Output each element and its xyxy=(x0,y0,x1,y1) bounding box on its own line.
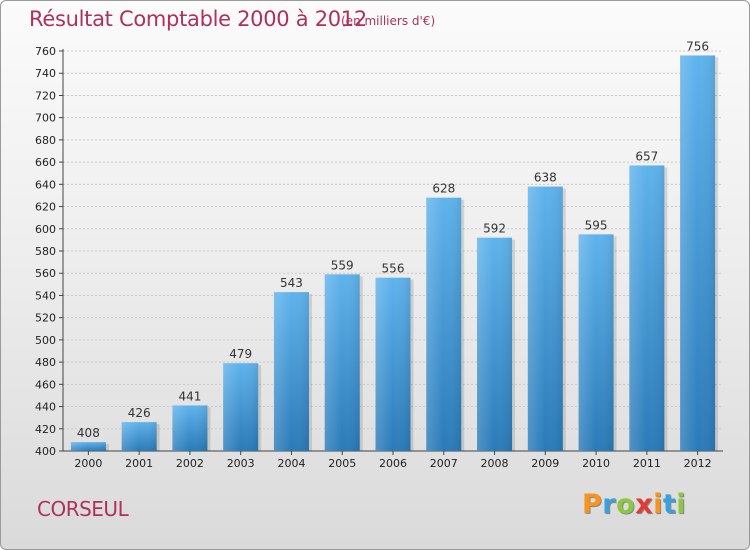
axis-layer: 400 420 440 460 480 500 520 540 560 580 600 620 640 6… xyxy=(35,45,723,470)
x-tick-label: 2005 xyxy=(328,457,356,470)
y-tick-label: 680 xyxy=(35,134,56,147)
bar-shine xyxy=(172,405,208,451)
logo-letter-2: o xyxy=(616,489,636,520)
logo-letter-3: x xyxy=(635,489,654,520)
bar-layer xyxy=(70,55,719,452)
logo-letter-1: r xyxy=(602,489,617,520)
bar-shine xyxy=(680,55,716,451)
x-tick-label: 2011 xyxy=(633,457,661,470)
x-tick-label: 2009 xyxy=(531,457,559,470)
value-label: 638 xyxy=(534,171,557,185)
value-label: 479 xyxy=(229,347,252,361)
x-tick-label: 2007 xyxy=(430,457,458,470)
bar-shine xyxy=(477,237,513,451)
y-tick-label: 480 xyxy=(35,356,56,369)
y-tick-label: 700 xyxy=(35,112,56,125)
city-name: CORSEUL xyxy=(37,497,129,521)
value-label: 595 xyxy=(585,218,608,232)
y-tick-label: 760 xyxy=(35,45,56,58)
logo-letter-5: t xyxy=(662,489,677,520)
value-label: 426 xyxy=(128,406,151,420)
x-tick-label: 2003 xyxy=(227,457,255,470)
value-label: 441 xyxy=(178,389,201,403)
y-tick-label: 600 xyxy=(35,223,56,236)
x-tick-label: 2002 xyxy=(176,457,204,470)
label-layer: 408 426 441 479 543 559 556 628 592 638 595 657 756 xyxy=(77,39,709,440)
y-tick-label: 660 xyxy=(35,156,56,169)
value-label: 592 xyxy=(483,222,506,236)
bar-shine xyxy=(121,422,157,451)
value-label: 756 xyxy=(686,39,709,53)
y-tick-label: 420 xyxy=(35,423,56,436)
bar-shine xyxy=(70,442,106,451)
chart-title: Résultat Comptable 2000 à 2012 xyxy=(29,7,367,31)
logo-letter-6: i xyxy=(676,489,687,520)
value-label: 408 xyxy=(77,426,100,440)
y-tick-label: 400 xyxy=(35,445,56,458)
value-label: 628 xyxy=(432,182,455,196)
y-tick-label: 620 xyxy=(35,201,56,214)
x-tick-label: 2012 xyxy=(684,457,712,470)
y-tick-label: 440 xyxy=(35,401,56,414)
logo-letter-4: i xyxy=(653,489,663,520)
value-label: 556 xyxy=(382,262,405,276)
bar-shine xyxy=(426,197,462,451)
x-tick-label: 2000 xyxy=(74,457,102,470)
bar-shine xyxy=(273,292,309,451)
logo-letter-0: P xyxy=(582,489,603,520)
y-tick-label: 720 xyxy=(35,89,56,102)
proxiti-logo: Proxiti xyxy=(582,489,686,520)
bar-shine xyxy=(578,234,614,451)
value-label: 657 xyxy=(635,149,658,163)
chart-subtitle: (en milliers d'€) xyxy=(341,14,436,28)
bar-shine xyxy=(629,165,665,451)
x-tick-label: 2004 xyxy=(277,457,305,470)
y-tick-label: 580 xyxy=(35,245,56,258)
x-tick-label: 2006 xyxy=(379,457,407,470)
y-tick-label: 560 xyxy=(35,267,56,280)
bar-shine xyxy=(324,274,360,451)
x-tick-label: 2008 xyxy=(481,457,509,470)
y-tick-label: 740 xyxy=(35,67,56,80)
value-label: 543 xyxy=(280,276,303,290)
bar-shine xyxy=(223,363,259,451)
value-label: 559 xyxy=(331,258,354,272)
x-tick-label: 2001 xyxy=(125,457,153,470)
bar-shine xyxy=(527,186,563,452)
bar-shine xyxy=(375,277,411,451)
y-tick-label: 500 xyxy=(35,334,56,347)
y-tick-label: 540 xyxy=(35,289,56,302)
y-tick-label: 640 xyxy=(35,178,56,191)
x-tick-label: 2010 xyxy=(582,457,610,470)
y-tick-label: 520 xyxy=(35,312,56,325)
y-tick-label: 460 xyxy=(35,378,56,391)
